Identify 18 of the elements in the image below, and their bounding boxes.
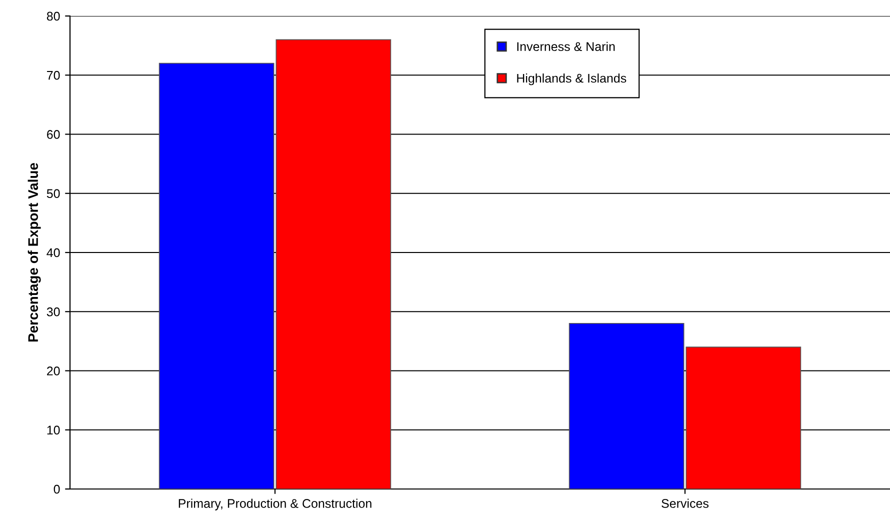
bar bbox=[686, 346, 802, 489]
y-tick-label: 50 bbox=[46, 189, 60, 198]
bar bbox=[158, 62, 274, 489]
y-tick-label: 0 bbox=[54, 484, 60, 494]
y-axis-title: Percentage of Export Value bbox=[28, 163, 41, 342]
y-tick-label: 60 bbox=[47, 130, 60, 139]
bar bbox=[568, 323, 684, 489]
y-tick-label: 40 bbox=[46, 248, 60, 258]
y-tick-label: 70 bbox=[47, 70, 60, 80]
y-tick-label: 80 bbox=[46, 12, 60, 21]
legend-label: Inverness & Narin bbox=[517, 42, 615, 52]
x-tick-label: Services bbox=[662, 498, 709, 508]
y-tick-label: 20 bbox=[47, 366, 60, 376]
y-tick-label: 30 bbox=[46, 307, 60, 316]
y-tick-label: 10 bbox=[47, 426, 60, 435]
legend-label: Highlands & Islands bbox=[517, 73, 626, 86]
bar bbox=[276, 39, 392, 489]
x-tick-label: Primary, Production & Construction bbox=[178, 498, 372, 510]
